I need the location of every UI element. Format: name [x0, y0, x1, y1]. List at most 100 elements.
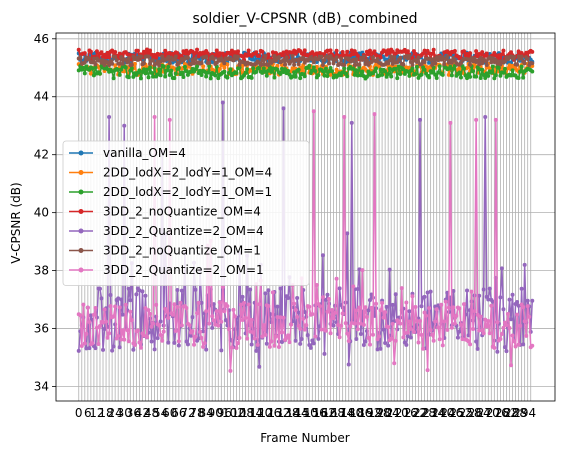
- data-point: [493, 73, 498, 78]
- data-point: [205, 70, 210, 75]
- data-point: [97, 324, 102, 329]
- x-tick-label: 120: [249, 406, 272, 420]
- data-point: [257, 53, 262, 58]
- data-point: [270, 50, 275, 55]
- data-point: [158, 319, 163, 324]
- data-point: [140, 289, 145, 294]
- data-point: [172, 340, 177, 345]
- data-point: [320, 295, 325, 300]
- data-point: [154, 55, 159, 60]
- x-tick-label: 60: [162, 406, 177, 420]
- data-point: [278, 315, 283, 320]
- data-point: [286, 68, 291, 73]
- data-point: [513, 344, 518, 349]
- data-point: [289, 69, 294, 74]
- data-point: [255, 342, 260, 347]
- data-point: [524, 333, 529, 338]
- data-point: [419, 72, 424, 77]
- x-tick-label: 90: [208, 406, 223, 420]
- data-point: [436, 58, 441, 63]
- data-point: [487, 66, 492, 71]
- data-point: [419, 332, 424, 337]
- x-tick-label: 42: [135, 406, 150, 420]
- data-point: [360, 57, 365, 62]
- data-point: [314, 51, 319, 56]
- data-point: [213, 322, 218, 327]
- data-point: [387, 50, 392, 55]
- data-point: [201, 64, 206, 69]
- data-point: [418, 117, 423, 122]
- data-point: [173, 54, 178, 59]
- data-point: [457, 306, 462, 311]
- x-tick-label: 72: [180, 406, 195, 420]
- data-point: [311, 341, 316, 346]
- data-point: [457, 70, 462, 75]
- data-point: [295, 315, 300, 320]
- data-point: [137, 68, 142, 73]
- data-point: [216, 76, 221, 81]
- data-point: [193, 287, 198, 292]
- data-point: [501, 307, 506, 312]
- data-point: [166, 64, 171, 69]
- data-point: [116, 67, 121, 72]
- data-point: [351, 66, 356, 71]
- series-markers: [76, 109, 535, 373]
- data-point: [475, 58, 480, 63]
- data-point: [167, 61, 172, 66]
- data-point: [270, 66, 275, 71]
- data-point: [413, 305, 418, 309]
- data-point: [328, 331, 333, 336]
- data-point: [451, 305, 456, 310]
- data-point: [281, 50, 286, 55]
- data-point: [296, 67, 301, 72]
- data-point: [196, 54, 201, 59]
- data-point: [204, 54, 209, 59]
- data-point: [427, 51, 432, 56]
- data-point: [384, 52, 389, 57]
- data-point: [293, 338, 298, 343]
- data-point: [251, 330, 256, 335]
- data-point: [462, 66, 466, 71]
- data-point: [129, 318, 134, 323]
- data-point: [286, 296, 291, 301]
- data-point: [281, 315, 286, 320]
- data-point: [257, 302, 262, 307]
- x-tick-label: 210: [386, 406, 409, 420]
- data-point: [448, 64, 453, 69]
- y-tick-label: 40: [34, 206, 49, 220]
- data-point: [457, 329, 462, 334]
- data-point: [525, 56, 530, 61]
- data-point: [216, 323, 221, 328]
- x-tick-label: 102: [222, 406, 245, 420]
- data-point: [91, 312, 96, 317]
- data-point: [113, 49, 118, 54]
- data-point: [202, 69, 207, 74]
- data-point: [307, 304, 312, 309]
- data-point: [440, 72, 445, 77]
- data-point: [325, 292, 330, 297]
- data-point: [398, 72, 403, 77]
- x-tick-label: 282: [495, 406, 518, 420]
- data-point: [190, 315, 195, 320]
- data-point: [383, 310, 388, 315]
- data-point: [310, 50, 315, 55]
- data-point: [449, 60, 454, 65]
- data-point: [340, 311, 345, 316]
- data-point: [330, 69, 335, 74]
- data-point: [530, 69, 535, 74]
- data-point: [205, 51, 210, 56]
- data-point: [340, 50, 345, 55]
- data-point: [138, 345, 143, 350]
- data-point: [163, 74, 168, 79]
- data-point: [516, 49, 521, 54]
- data-point: [378, 346, 383, 351]
- data-point: [119, 337, 124, 342]
- data-point: [481, 331, 486, 336]
- data-point: [101, 58, 106, 63]
- data-point: [449, 325, 454, 330]
- data-point: [296, 323, 301, 328]
- data-point: [192, 342, 197, 347]
- data-point: [126, 56, 131, 61]
- data-point: [483, 58, 488, 63]
